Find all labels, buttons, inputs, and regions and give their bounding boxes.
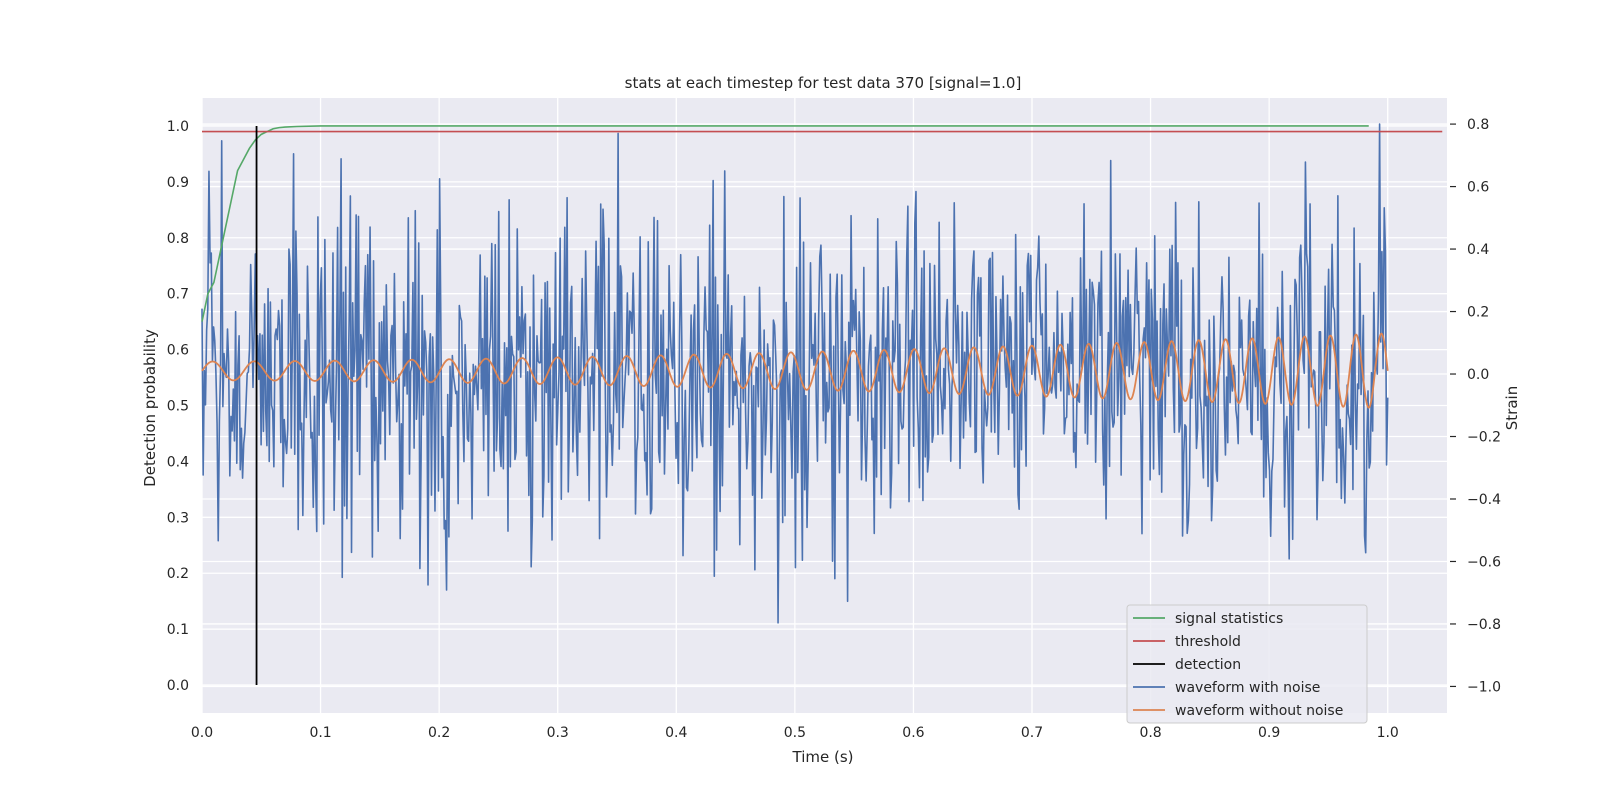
legend-label: detection [1175, 657, 1241, 673]
x-tick-label: 0.5 [784, 725, 806, 741]
y-left-tick-label: 0.2 [167, 566, 189, 582]
chart-title: stats at each timestep for test data 370… [625, 74, 1022, 92]
x-tick-label: 0.3 [547, 725, 569, 741]
y-right-tick-label: −0.2 [1467, 430, 1501, 446]
y-left-tick-label: 0.6 [167, 343, 189, 359]
y-left-tick-label: 0.7 [167, 287, 189, 303]
x-tick-label: 0.9 [1258, 725, 1280, 741]
y-left-tick-label: 0.8 [167, 231, 189, 247]
y-right-tick-label: 0.8 [1467, 117, 1489, 133]
x-tick-label: 0.6 [902, 725, 924, 741]
y-left-tick-label: 0.4 [167, 454, 189, 470]
series-waveform-without-noise [201, 332, 1389, 409]
y-right-tick-label: 0.4 [1467, 242, 1489, 258]
legend-label: threshold [1175, 634, 1241, 650]
y-left-tick-label: 0.0 [167, 678, 189, 694]
x-tick-label: 0.1 [309, 725, 331, 741]
y-left-tick-label: 0.9 [167, 175, 189, 191]
y-right-tick-label: 0.2 [1467, 305, 1489, 321]
x-tick-label: 0.8 [1139, 725, 1161, 741]
series-signal-statistics [201, 125, 1369, 322]
y-left-tick-label: 0.1 [167, 622, 189, 638]
x-tick-label: 0.4 [665, 725, 687, 741]
y-right-tick-label: 0.0 [1467, 367, 1489, 383]
x-tick-label: 0.2 [428, 725, 450, 741]
y-right-tick-label: −0.6 [1467, 554, 1501, 570]
y-axis-left-label: Detection probability [141, 329, 159, 487]
y-axis-right-label: Strain [1503, 386, 1521, 430]
y-right-tick-label: 0.6 [1467, 180, 1489, 196]
series-waveform-with-noise [201, 123, 1389, 624]
series-layer [201, 123, 1443, 686]
x-axis: 0.0 0.1 0.2 0.3 0.4 0.5 0.6 0.7 0.8 0.9 1.0 [191, 725, 1399, 741]
x-tick-label: 0.0 [191, 725, 213, 741]
y-left-tick-label: 0.5 [167, 399, 189, 415]
legend-label: signal statistics [1175, 611, 1283, 627]
legend-label: waveform without noise [1175, 703, 1343, 719]
y-left-tick-label: 1.0 [167, 119, 189, 135]
legend-label: waveform with noise [1175, 680, 1320, 696]
y-axis-right: −1.0 −0.8 −0.6 −0.4 −0.2 0.0 0.2 0.4 0.6 0.8 [1450, 117, 1501, 695]
legend-box [1126, 604, 1368, 724]
y-right-tick-label: −1.0 [1467, 679, 1501, 695]
legend: signal statistics threshold detection wavef… [1126, 604, 1368, 724]
y-axis-left: 0.0 0.1 0.2 0.3 0.4 0.5 0.6 0.7 0.8 0.9 1.0 [167, 119, 189, 694]
y-right-tick-label: −0.8 [1467, 617, 1501, 633]
x-tick-label: 0.7 [1021, 725, 1043, 741]
y-right-tick-label: −0.4 [1467, 492, 1501, 508]
y-left-tick-label: 0.3 [167, 510, 189, 526]
x-axis-label: Time (s) [792, 748, 854, 766]
x-tick-label: 1.0 [1377, 725, 1399, 741]
